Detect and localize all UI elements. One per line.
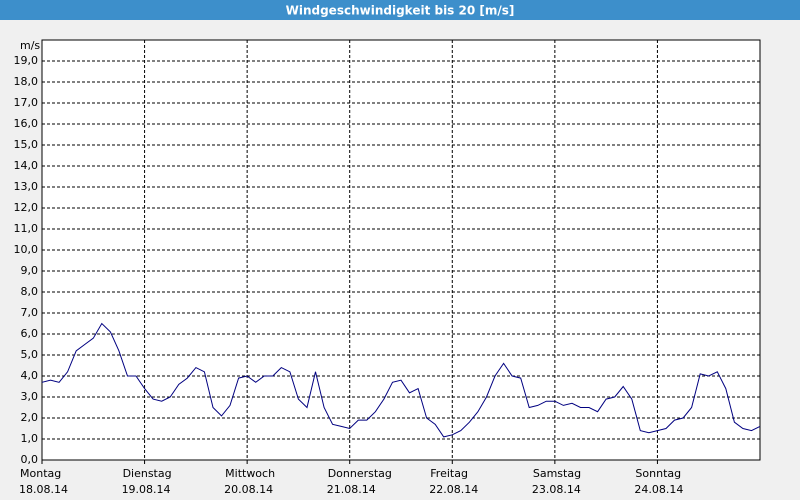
x-tick-label: Montag (20, 467, 61, 480)
y-tick-label: 15,0 (14, 138, 39, 151)
title-bar (0, 0, 800, 20)
x-tick-label: Samstag (533, 467, 581, 480)
x-tick-label: Donnerstag (328, 467, 392, 480)
chart-title: Windgeschwindigkeit bis 20 [m/s] (286, 4, 515, 18)
x-tick-date: 23.08.14 (532, 483, 581, 496)
x-tick-label: Sonntag (635, 467, 681, 480)
x-tick-date: 24.08.14 (634, 483, 683, 496)
y-tick-label: 0,0 (21, 453, 39, 466)
y-tick-label: 6,0 (21, 327, 39, 340)
y-tick-label: 19,0 (14, 54, 39, 67)
y-tick-label: 9,0 (21, 264, 39, 277)
y-tick-label: 7,0 (21, 306, 39, 319)
series-line (41, 322, 761, 438)
y-tick-label: 2,0 (21, 411, 39, 424)
x-tick-label: Freitag (430, 467, 468, 480)
y-tick-label: 1,0 (21, 432, 39, 445)
x-tick-date: 20.08.14 (224, 483, 273, 496)
y-unit: m/s (20, 39, 40, 52)
y-tick-label: 3,0 (21, 390, 39, 403)
y-tick-label: 11,0 (14, 222, 39, 235)
y-tick-label: 13,0 (14, 180, 39, 193)
y-tick-label: 10,0 (14, 243, 39, 256)
x-tick-label: Mittwoch (225, 467, 275, 480)
plot-area (41, 39, 761, 461)
x-tick-date: 18.08.14 (19, 483, 68, 496)
y-tick-label: 5,0 (21, 348, 39, 361)
y-tick-label: 17,0 (14, 96, 39, 109)
x-tick-date: 22.08.14 (429, 483, 478, 496)
x-tick-date: 19.08.14 (122, 483, 171, 496)
y-tick-label: 4,0 (21, 369, 39, 382)
x-tick-label: Dienstag (123, 467, 172, 480)
y-tick-label: 18,0 (14, 75, 39, 88)
x-tick-date: 21.08.14 (327, 483, 376, 496)
y-tick-label: 12,0 (14, 201, 39, 214)
y-tick-label: 16,0 (14, 117, 39, 130)
y-tick-label: 14,0 (14, 159, 39, 172)
y-tick-label: 8,0 (21, 285, 39, 298)
